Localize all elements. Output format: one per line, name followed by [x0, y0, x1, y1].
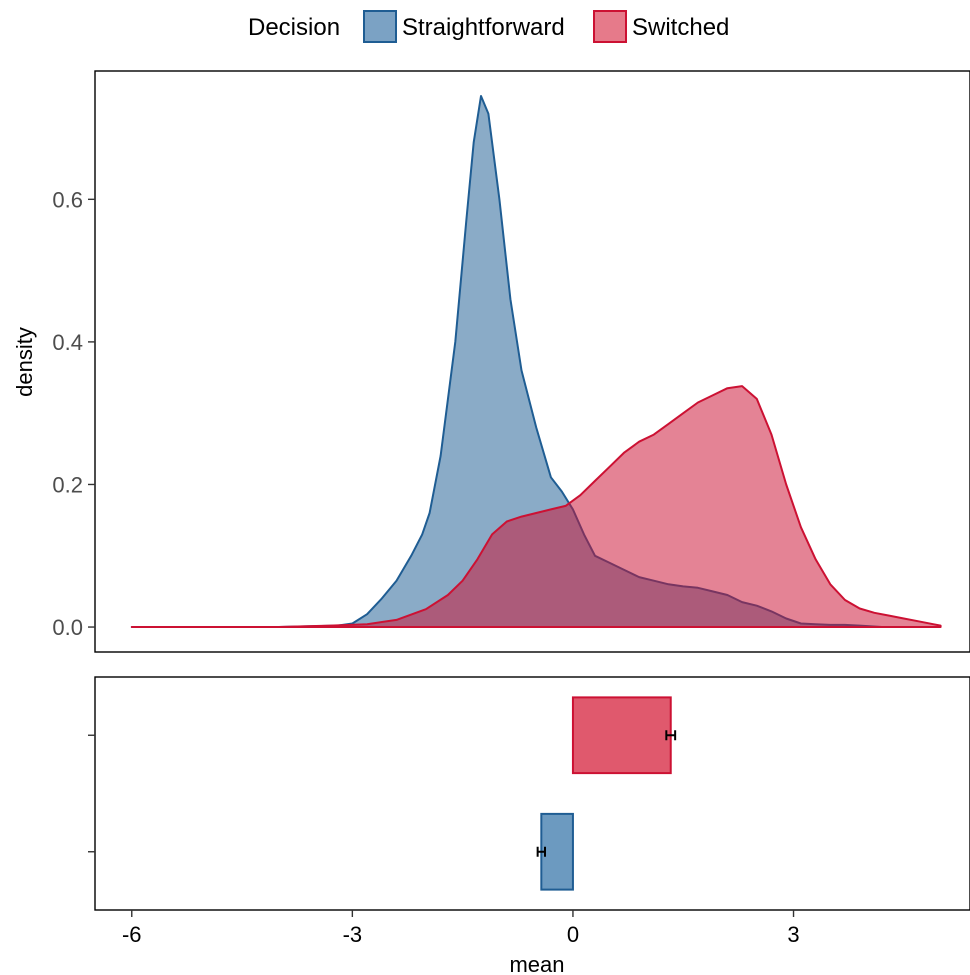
error-bar-straightforward [536, 846, 546, 857]
legend-key-straightforward [363, 10, 397, 43]
density-panel: 0.0 0.2 0.4 0.6 density [12, 70, 970, 653]
y-tick-label: 0.0 [52, 615, 83, 640]
bar-y-ticks [88, 734, 95, 853]
x-axis-title: mean [509, 952, 564, 975]
density-panel-border [94, 70, 970, 653]
legend: Decision Straightforward Switched [248, 10, 729, 43]
legend-key-switched [593, 10, 627, 43]
bar-straightforward [540, 812, 574, 891]
bar-switched [571, 696, 672, 775]
density-area-switched [130, 385, 942, 628]
y-axis-title: density [12, 327, 37, 397]
y-tick-label: 0.2 [52, 472, 83, 497]
x-tick-label: -6 [122, 922, 142, 947]
legend-title: Decision [248, 14, 340, 41]
x-tick-label: 3 [787, 922, 799, 947]
bar-panel: -6 -3 0 3 mean [88, 676, 970, 975]
error-bar-switched [665, 730, 677, 741]
bars [536, 696, 677, 891]
x-tick-label: 0 [567, 922, 579, 947]
legend-label-switched: Switched [632, 14, 729, 41]
bar-panel-border [94, 676, 970, 911]
density-areas [130, 95, 942, 628]
x-axis: -6 -3 0 3 [122, 910, 800, 947]
density-y-axis: 0.0 0.2 0.4 0.6 [52, 187, 95, 640]
y-tick-label: 0.4 [52, 330, 83, 355]
x-tick-label: -3 [343, 922, 363, 947]
y-tick-label: 0.6 [52, 187, 83, 212]
legend-label-straightforward: Straightforward [402, 14, 565, 41]
